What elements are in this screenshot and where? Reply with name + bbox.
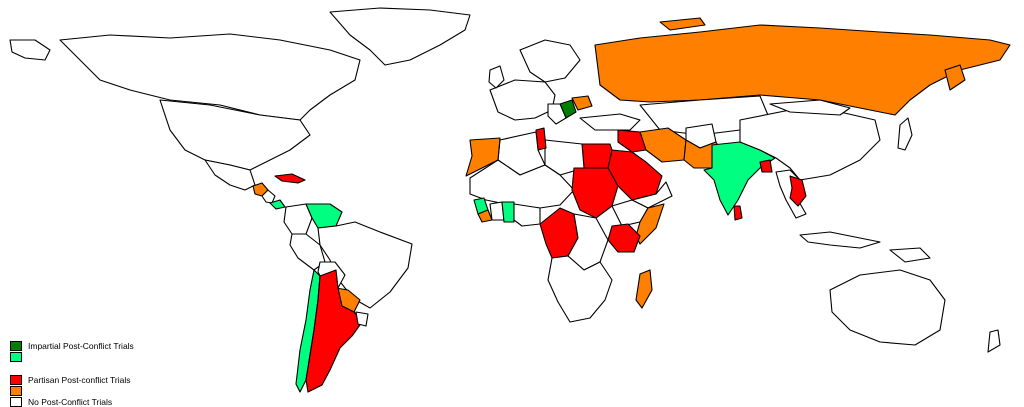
legend-item-partisan-light <box>10 385 134 396</box>
region-libya <box>544 139 585 176</box>
region-sudan <box>571 167 619 219</box>
region-new-guinea <box>889 247 931 263</box>
region-romania <box>571 95 593 111</box>
region-iraq <box>617 129 647 153</box>
legend-item-partisan: Partisan Post-conflict Trials <box>10 374 134 385</box>
legend-label: No Post-Conflict Trials <box>28 396 113 407</box>
region-central-america <box>261 189 276 204</box>
region-uk <box>488 65 505 89</box>
region-bangladesh <box>759 159 773 173</box>
region-egypt <box>581 143 613 169</box>
legend-swatch <box>10 385 22 396</box>
region-somalia <box>635 203 665 245</box>
legend-swatch <box>10 351 22 362</box>
region-mongolia <box>769 99 851 116</box>
legend-item-impartial: Impartial Post-Conflict Trials <box>10 340 134 351</box>
region-mexico <box>204 159 256 191</box>
region-uruguay <box>355 311 369 327</box>
region-iran <box>639 127 687 163</box>
region-venezuela <box>305 203 343 229</box>
legend-label: Impartial Post-Conflict Trials <box>28 340 134 351</box>
region-new-zealand <box>987 329 1001 353</box>
region-cuba <box>274 173 306 184</box>
region-madagascar <box>635 269 653 309</box>
region-morocco <box>465 137 501 177</box>
region-cambodia <box>789 175 807 207</box>
region-australia <box>829 269 946 346</box>
region-usa <box>159 99 311 171</box>
region-argentina <box>305 269 363 393</box>
region-kenya <box>607 223 641 253</box>
region-japan <box>897 117 913 151</box>
region-indonesia <box>799 231 881 249</box>
legend-label: Partisan Post-conflict Trials <box>28 374 131 385</box>
legend-item-none: No Post-Conflict Trials <box>10 396 134 407</box>
region-scandinavia <box>519 39 581 83</box>
region-russia <box>594 24 1011 116</box>
region-greenland <box>329 7 471 66</box>
region-europe-west <box>489 79 556 121</box>
legend-item-impartial-light <box>10 351 134 362</box>
legend-swatch <box>10 340 22 351</box>
region-kamchatka <box>944 64 966 91</box>
region-canada <box>59 33 361 121</box>
region-india <box>703 141 776 216</box>
region-panama <box>269 199 286 210</box>
region-balkans <box>547 103 567 125</box>
legend-swatch <box>10 396 22 407</box>
legend: Impartial Post-Conflict Trials Partisan … <box>10 340 134 407</box>
region-turkey <box>579 113 641 131</box>
region-southern-africa <box>547 255 613 323</box>
region-sri-lanka <box>733 205 743 221</box>
region-novaya-zemlya <box>659 17 706 31</box>
region-nigeria <box>513 203 541 227</box>
region-ghana <box>501 201 515 223</box>
legend-swatch <box>10 374 22 385</box>
region-alaska <box>9 39 51 61</box>
